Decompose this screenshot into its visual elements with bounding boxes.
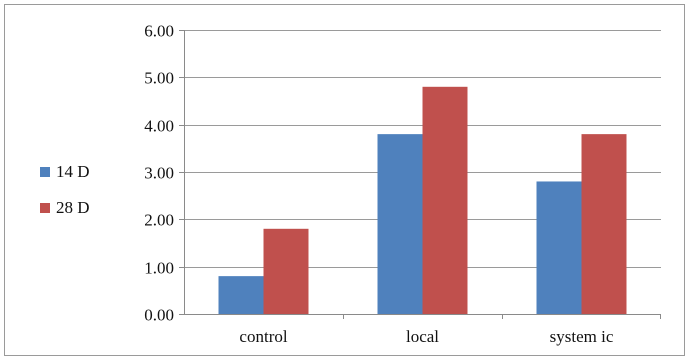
y-tick-label: 1.00 xyxy=(144,259,174,278)
x-category-label: control xyxy=(239,327,287,346)
bar-28d-control xyxy=(263,228,309,314)
y-tick-label: 2.00 xyxy=(144,211,174,230)
y-tick-label: 4.00 xyxy=(144,117,174,136)
axes: 0.00 1.00 2.00 3.00 4.00 5.00 6.00 control local… xyxy=(144,22,661,346)
bar-28d-systemic xyxy=(581,134,627,314)
y-tick-label: 0.00 xyxy=(144,306,174,325)
legend-swatch-14d xyxy=(40,167,50,177)
bar-14d-systemic xyxy=(536,181,582,314)
y-tick-label: 5.00 xyxy=(144,69,174,88)
legend-item-14d: 14 D xyxy=(40,154,140,190)
legend-item-28d: 28 D xyxy=(40,190,140,226)
y-tick-label: 6.00 xyxy=(144,22,174,41)
bars xyxy=(218,86,627,314)
x-category-label: system ic xyxy=(550,327,614,346)
bar-14d-control xyxy=(218,276,264,314)
legend: 14 D 28 D xyxy=(40,154,140,226)
bar-14d-local xyxy=(377,134,423,314)
x-category-label: local xyxy=(406,327,439,346)
y-tick-label: 3.00 xyxy=(144,164,174,183)
legend-swatch-28d xyxy=(40,203,50,213)
legend-label-14d: 14 D xyxy=(56,162,90,181)
legend-label-28d: 28 D xyxy=(56,198,90,217)
bar-28d-local xyxy=(422,86,468,314)
